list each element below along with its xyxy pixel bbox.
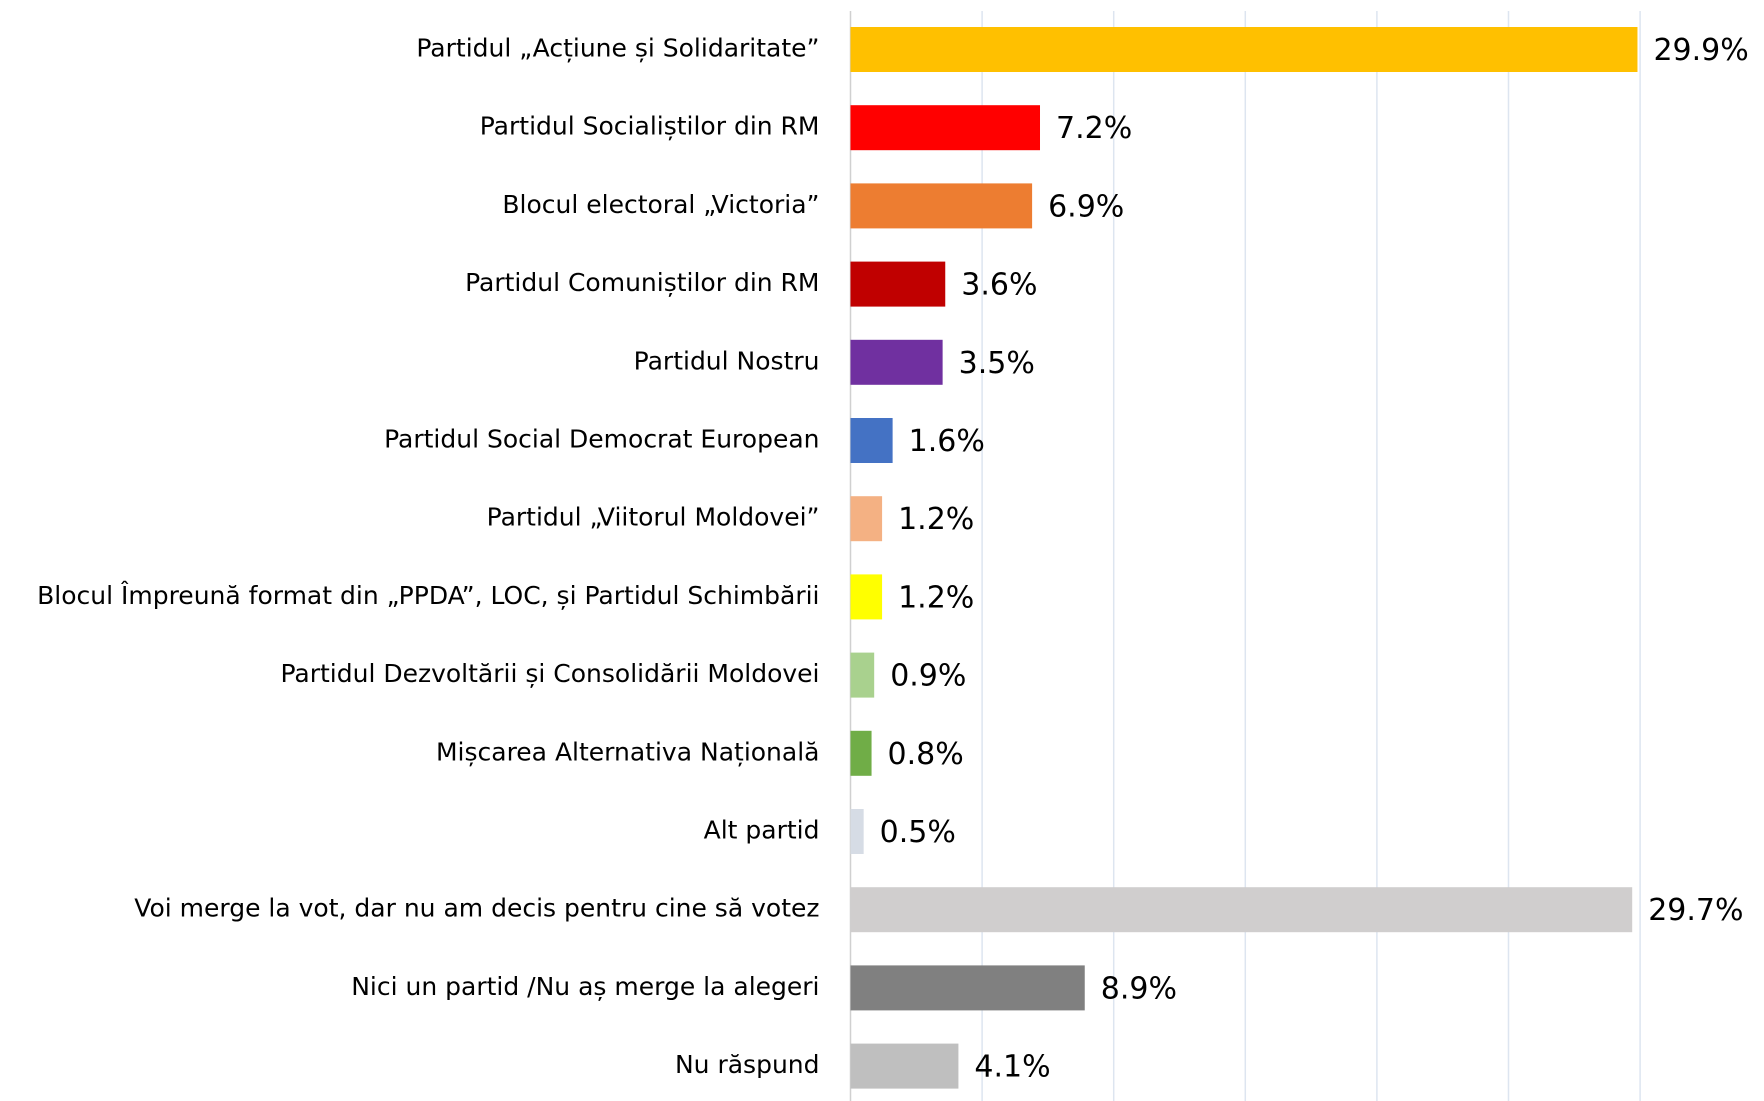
bar	[850, 887, 1633, 933]
bar	[850, 1043, 959, 1089]
bar	[850, 261, 946, 307]
data-label: 8.9%	[1101, 971, 1177, 1006]
bar	[850, 809, 864, 854]
y-tick-label: Partidul Comuniștilor din RM	[465, 268, 819, 297]
data-label: 1.2%	[898, 580, 974, 615]
y-tick-label: Nu răspund	[675, 1050, 820, 1079]
y-tick-label: Mișcarea Alternativa Națională	[436, 737, 820, 766]
bar	[850, 965, 1085, 1011]
bar	[850, 730, 872, 776]
y-tick-label: Alt partid	[704, 816, 820, 845]
data-label: 0.9%	[890, 659, 966, 694]
y-tick-label: Blocul Împreună format din „PPDA”, LOC, …	[37, 581, 819, 610]
y-tick-label: Partidul Nostru	[634, 346, 820, 375]
y-tick-label: Partidul Dezvoltării și Consolidării Mol…	[280, 659, 819, 688]
y-tick-label: Partidul „Acțiune și Solidaritate”	[416, 34, 819, 63]
y-tick-label: Blocul electoral „Victoria”	[502, 190, 819, 219]
y-tick-label: Partidul Social Democrat European	[384, 425, 819, 454]
y-tick-label: Partidul „Viitorul Moldovei”	[487, 503, 820, 532]
data-label: 4.1%	[974, 1050, 1050, 1085]
data-label: 1.2%	[898, 502, 974, 537]
bar	[850, 652, 875, 698]
bar	[850, 574, 883, 620]
bar	[850, 339, 943, 385]
data-label: 3.6%	[961, 268, 1037, 303]
y-tick-label: Nici un partid /Nu aș merge la alegeri	[351, 972, 819, 1001]
bar	[850, 418, 893, 463]
data-label: 0.5%	[880, 815, 956, 850]
data-label: 29.7%	[1648, 893, 1743, 928]
data-label: 7.2%	[1056, 111, 1132, 146]
bar	[850, 496, 883, 542]
y-tick-label: Partidul Socialiștilor din RM	[480, 112, 820, 141]
bar	[850, 105, 1041, 151]
data-label: 29.9%	[1653, 33, 1748, 68]
y-tick-label: Voi merge la vot, dar nu am decis pentru…	[134, 894, 819, 923]
bar	[850, 183, 1033, 229]
data-label: 3.5%	[959, 346, 1035, 381]
data-label: 0.8%	[888, 737, 964, 772]
data-label: 1.6%	[909, 424, 985, 459]
data-label: 6.9%	[1048, 189, 1124, 224]
bar	[850, 27, 1638, 72]
